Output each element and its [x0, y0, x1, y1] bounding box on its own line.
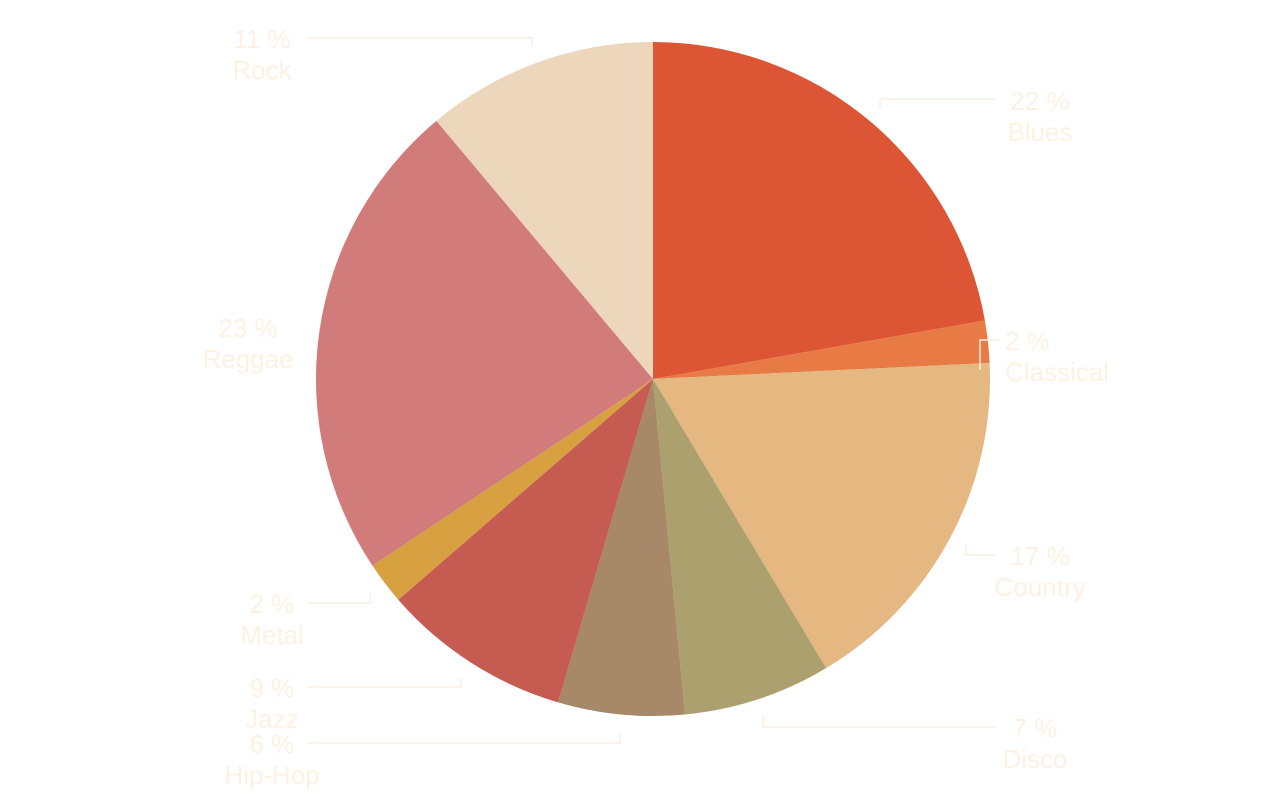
pie-slice-classical: [653, 320, 990, 379]
pie-slice-reggae: [315, 120, 653, 566]
slice-percent-label: 17 %: [1010, 541, 1069, 571]
slice-category-label: Disco: [1002, 744, 1067, 774]
slice-percent-label: 22 %: [1010, 86, 1069, 116]
slice-category-label: Classical: [1005, 357, 1109, 387]
pie-slice-metal: [372, 379, 653, 600]
slice-percent-label: 9 %: [250, 673, 295, 703]
pie-slices: [315, 42, 991, 716]
pie-slice-jazz: [398, 379, 653, 703]
leader-line-rock: [307, 37, 533, 46]
slice-percent-label: 6 %: [250, 729, 295, 759]
pie-slice-country: [653, 362, 991, 669]
slice-category-label: Hip-Hop: [224, 760, 319, 790]
leader-line-metal: [307, 594, 371, 604]
leader-line-blues: [879, 98, 995, 107]
leader-line-classical: [979, 339, 1000, 370]
pie-slice-blues: [653, 42, 985, 379]
slice-percent-label: 23 %: [218, 313, 277, 343]
slice-percent-label: 2 %: [250, 589, 295, 619]
slice-percent-label: 2 %: [1005, 326, 1050, 356]
slice-category-label: Rock: [232, 55, 292, 85]
leader-line-disco: [762, 715, 995, 728]
slice-category-label: Metal: [240, 620, 304, 650]
pie-slice-disco: [653, 379, 827, 715]
slice-percent-label: 7 %: [1013, 713, 1058, 743]
slice-category-label: Blues: [1007, 117, 1072, 147]
leader-line-jazz: [307, 678, 462, 688]
slice-percent-label: 11 %: [233, 24, 290, 54]
slice-category-label: Country: [994, 572, 1085, 602]
slice-category-label: Reggae: [202, 344, 293, 374]
leader-lines: [307, 37, 1000, 744]
pie-slice-rock: [436, 42, 653, 379]
leader-line-hip-hop: [307, 733, 621, 744]
pie-slice-hip-hop: [558, 379, 686, 716]
slice-category-label: Jazz: [245, 704, 298, 734]
leader-line-country: [965, 545, 995, 556]
